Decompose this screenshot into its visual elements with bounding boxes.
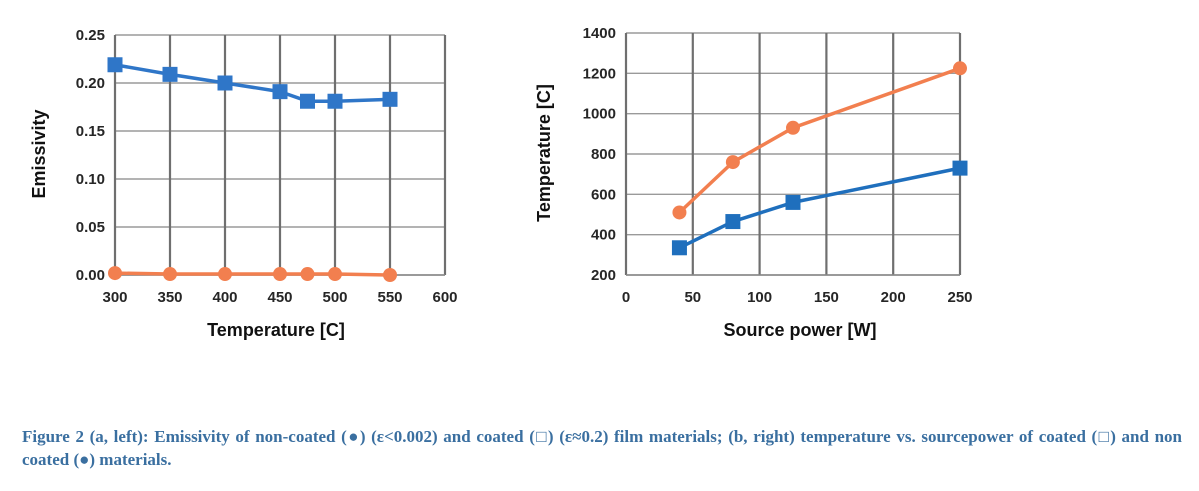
data-point-square [272,84,288,100]
data-point-circle [163,267,177,282]
y-tick-label: 600 [591,186,616,203]
data-point-circle [725,155,740,170]
data-point-square [300,93,315,109]
data-point-circle [953,61,967,76]
y-tick-label: 1200 [583,65,616,82]
x-tick-label: 400 [212,289,237,306]
chart-emissivity: 0.00 0.05 0.10 0.15 0.20 0.25 300 350 400 450 500 5… [29,27,458,340]
data-point-square [671,240,687,256]
data-point-square [952,160,968,176]
data-point-square [725,214,741,230]
chart-emissivity-xlabel: Temperature [C] [207,320,345,340]
data-point-circle [786,120,800,135]
data-point-circle [672,205,687,220]
y-tick-label: 0.00 [76,267,105,284]
data-point-circle [328,267,342,282]
chart-emissivity-ticks: 0.00 0.05 0.10 0.15 0.20 0.25 300 350 400 450 500 5… [76,27,458,306]
y-tick-label: 0.25 [76,27,105,44]
data-point-circle [300,267,315,282]
x-tick-label: 350 [157,289,182,306]
data-point-circle [383,268,397,282]
x-tick-label: 100 [747,289,772,306]
chart-emissivity-ylabel: Emissivity [29,109,49,198]
data-point-square [217,75,233,91]
data-point-square [162,66,178,82]
x-tick-label: 200 [881,289,906,306]
y-tick-label: 200 [591,267,616,284]
data-point-circle [108,266,122,281]
x-tick-label: 50 [684,289,701,306]
x-tick-label: 150 [814,289,839,306]
x-tick-label: 250 [947,289,972,306]
figure-caption: Figure 2 (a, left): Emissivity of non-co… [22,427,1182,469]
series-line-square [678,166,961,250]
x-tick-label: 500 [322,289,347,306]
series-line-circle [114,271,391,277]
x-tick-label: 450 [267,289,292,306]
y-tick-label: 0.05 [76,219,105,236]
chart-temperature-grid [624,32,962,276]
y-tick-label: 1000 [583,106,616,123]
data-point-circle [273,267,287,282]
y-tick-label: 0.10 [76,171,105,188]
chart-temperature-ylabel: Temperature [C] [534,84,554,222]
chart-temperature-ticks: 200 400 600 800 1000 1200 1400 0 50 100 150 200 250 [583,25,973,306]
data-point-circle [218,267,232,282]
data-point-square [107,57,123,73]
x-tick-label: 300 [102,289,127,306]
data-point-square [785,194,801,210]
x-tick-label: 550 [377,289,402,306]
chart-temperature-series [671,61,968,256]
x-tick-label: 0 [622,289,630,306]
y-tick-label: 0.20 [76,75,105,92]
series-line-circle [678,66,961,214]
y-tick-label: 400 [591,227,616,244]
data-point-square [382,91,398,107]
y-tick-label: 800 [591,146,616,163]
data-point-square [327,93,343,109]
x-tick-label: 600 [432,289,457,306]
y-tick-label: 1400 [583,25,616,42]
y-tick-label: 0.15 [76,123,105,140]
chart-emissivity-series [107,57,398,282]
chart-temperature-xlabel: Source power [W] [723,320,876,340]
